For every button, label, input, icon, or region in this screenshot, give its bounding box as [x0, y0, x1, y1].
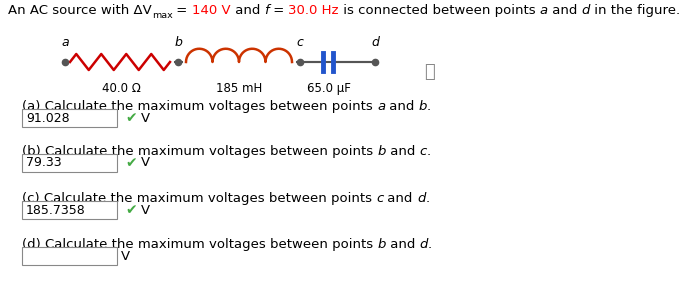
- Text: ✔: ✔: [125, 156, 137, 170]
- Text: ✔: ✔: [125, 111, 137, 125]
- Text: =: =: [269, 4, 289, 17]
- Text: is connected between points: is connected between points: [339, 4, 540, 17]
- Text: c: c: [376, 192, 384, 205]
- Text: (b) Calculate the maximum voltages between points: (b) Calculate the maximum voltages betwe…: [22, 145, 378, 158]
- Text: ✔: ✔: [125, 203, 137, 217]
- Text: An AC source with ΔV: An AC source with ΔV: [8, 4, 152, 17]
- Text: b: b: [378, 238, 386, 251]
- Bar: [22, 201, 117, 219]
- Text: b: b: [174, 36, 182, 49]
- Text: and: and: [386, 145, 419, 158]
- Text: =: =: [173, 4, 192, 17]
- Text: d: d: [371, 36, 379, 49]
- Text: f: f: [264, 4, 269, 17]
- Bar: [22, 109, 117, 127]
- Bar: [22, 154, 117, 172]
- Text: V: V: [141, 156, 150, 170]
- Text: (d) Calculate the maximum voltages between points: (d) Calculate the maximum voltages betwe…: [22, 238, 378, 251]
- Text: in the figure.: in the figure.: [590, 4, 680, 17]
- Text: V: V: [121, 249, 130, 263]
- Text: c: c: [296, 36, 303, 49]
- Text: b: b: [418, 100, 427, 113]
- Text: .: .: [427, 100, 431, 113]
- Text: 65.0 μF: 65.0 μF: [307, 82, 350, 95]
- Text: a: a: [540, 4, 548, 17]
- Text: a: a: [377, 100, 385, 113]
- Text: 79.33: 79.33: [26, 156, 62, 170]
- Text: 185 mH: 185 mH: [216, 82, 262, 95]
- Text: c: c: [419, 145, 427, 158]
- Text: a: a: [61, 36, 69, 49]
- Text: 140 V: 140 V: [192, 4, 230, 17]
- Text: and: and: [386, 238, 419, 251]
- Text: and: and: [385, 100, 418, 113]
- Text: d: d: [582, 4, 590, 17]
- Bar: [22, 247, 117, 265]
- Text: 91.028: 91.028: [26, 112, 69, 124]
- Text: d: d: [417, 192, 425, 205]
- Text: 40.0 Ω: 40.0 Ω: [102, 82, 141, 95]
- Text: and: and: [384, 192, 417, 205]
- Text: .: .: [425, 192, 430, 205]
- Text: 30.0 Hz: 30.0 Hz: [289, 4, 339, 17]
- Text: 185.7358: 185.7358: [26, 203, 86, 217]
- Text: and: and: [230, 4, 264, 17]
- Text: d: d: [419, 238, 428, 251]
- Text: (a) Calculate the maximum voltages between points: (a) Calculate the maximum voltages betwe…: [22, 100, 377, 113]
- Text: .: .: [428, 238, 432, 251]
- Text: V: V: [141, 112, 150, 124]
- Text: V: V: [141, 203, 150, 217]
- Text: max: max: [152, 11, 173, 20]
- Text: .: .: [427, 145, 431, 158]
- Text: (c) Calculate the maximum voltages between points: (c) Calculate the maximum voltages betwe…: [22, 192, 376, 205]
- Text: ⓘ: ⓘ: [425, 63, 435, 81]
- Text: b: b: [378, 145, 386, 158]
- Text: and: and: [548, 4, 582, 17]
